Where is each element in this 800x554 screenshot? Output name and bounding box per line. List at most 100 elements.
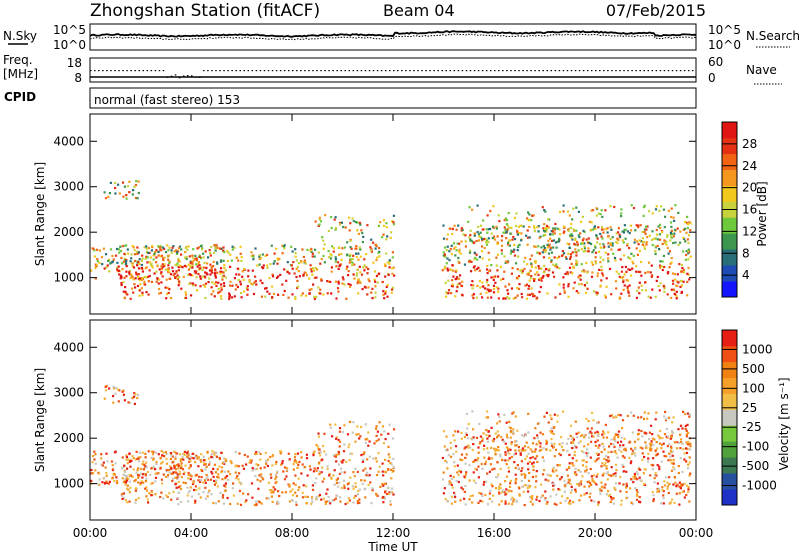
heatmap-cell xyxy=(473,251,476,254)
heatmap-cell xyxy=(577,441,580,444)
heatmap-cell xyxy=(172,490,175,493)
heatmap-cell xyxy=(308,277,311,280)
heatmap-cell xyxy=(687,258,690,261)
heatmap-cell xyxy=(513,254,517,257)
heatmap-cell xyxy=(656,482,659,485)
heatmap-cell xyxy=(569,271,572,274)
heatmap-cell xyxy=(311,484,314,487)
heatmap-cell xyxy=(270,244,273,247)
heatmap-cell xyxy=(294,252,297,255)
heatmap-cell xyxy=(455,277,458,281)
heatmap-cell xyxy=(383,297,386,300)
heatmap-cell xyxy=(348,216,351,219)
heatmap-cell xyxy=(205,477,208,480)
heatmap-cell xyxy=(516,229,519,232)
heatmap-cell xyxy=(227,478,230,481)
heatmap-cell xyxy=(505,446,508,449)
heatmap-cell xyxy=(295,501,298,504)
nave-point xyxy=(106,70,108,72)
velocity-colorbar-swatch xyxy=(722,425,737,442)
heatmap-cell xyxy=(585,281,588,284)
nave-point xyxy=(304,70,306,72)
heatmap-cell xyxy=(663,415,666,418)
heatmap-cell xyxy=(312,470,315,473)
heatmap-cell xyxy=(663,239,666,242)
heatmap-cell xyxy=(498,220,501,223)
heatmap-cell xyxy=(665,455,668,458)
heatmap-cell xyxy=(636,240,639,243)
heatmap-cell xyxy=(574,467,577,470)
heatmap-cell xyxy=(333,218,336,221)
heatmap-cell xyxy=(474,269,477,272)
heatmap-cell xyxy=(582,451,585,454)
heatmap-cell xyxy=(452,269,455,272)
heatmap-cell xyxy=(543,469,546,472)
heatmap-cell xyxy=(198,475,201,478)
heatmap-cell xyxy=(122,281,125,284)
heatmap-cell xyxy=(246,293,249,296)
heatmap-cell xyxy=(248,281,251,284)
heatmap-cell xyxy=(468,206,471,209)
heatmap-cell xyxy=(364,441,367,444)
heatmap-cell xyxy=(171,246,174,249)
heatmap-cell xyxy=(470,260,473,263)
heatmap-cell xyxy=(173,464,176,467)
heatmap-cell xyxy=(310,247,313,250)
heatmap-cell xyxy=(519,453,522,456)
heatmap-cell xyxy=(550,444,554,447)
heatmap-cell xyxy=(688,500,691,503)
heatmap-cell xyxy=(508,226,511,229)
heatmap-cell xyxy=(507,241,510,244)
heatmap-cell xyxy=(524,284,527,287)
heatmap-cell xyxy=(651,288,654,291)
heatmap-cell xyxy=(111,254,114,258)
heatmap-cell xyxy=(583,434,586,437)
heatmap-cell xyxy=(246,288,249,291)
heatmap-cell xyxy=(135,252,138,255)
heatmap-cell xyxy=(150,467,153,470)
heatmap-cell xyxy=(139,483,142,486)
heatmap-cell xyxy=(563,230,566,233)
heatmap-cell xyxy=(384,275,387,278)
heatmap-cell xyxy=(335,494,339,497)
heatmap-cell xyxy=(264,254,267,258)
nave-point xyxy=(344,70,347,72)
heatmap-cell xyxy=(546,292,549,295)
heatmap-cell xyxy=(265,497,268,500)
heatmap-cell xyxy=(286,467,289,470)
heatmap-cell xyxy=(667,416,671,419)
heatmap-cell xyxy=(90,269,93,272)
heatmap-cell xyxy=(613,445,616,449)
heatmap-cell xyxy=(544,234,547,237)
heatmap-cell xyxy=(684,460,688,463)
date-label: 07/Feb/2015 xyxy=(606,1,706,20)
heatmap-cell xyxy=(528,279,531,282)
heatmap-cell xyxy=(593,244,597,247)
heatmap-cell xyxy=(382,484,385,487)
heatmap-cell xyxy=(497,275,500,278)
heatmap-cell xyxy=(214,276,217,279)
heatmap-cell xyxy=(375,434,378,437)
heatmap-cell xyxy=(570,488,574,492)
heatmap-cell xyxy=(199,480,202,483)
heatmap-cell xyxy=(659,227,662,230)
heatmap-cell xyxy=(487,237,490,240)
heatmap-cell xyxy=(476,204,479,207)
heatmap-cell xyxy=(637,243,640,246)
heatmap-cell xyxy=(133,253,137,256)
heatmap-cell xyxy=(251,496,254,499)
heatmap-cell xyxy=(98,478,101,481)
heatmap-cell xyxy=(596,439,599,442)
heatmap-cell xyxy=(264,287,267,290)
heatmap-cell xyxy=(666,272,669,275)
heatmap-cell xyxy=(175,486,178,489)
heatmap-cell xyxy=(479,224,483,227)
heatmap-cell xyxy=(244,501,247,504)
heatmap-cell xyxy=(673,228,677,231)
heatmap-cell xyxy=(388,262,391,265)
heatmap-cell xyxy=(669,455,672,458)
heatmap-cell xyxy=(662,497,665,500)
heatmap-cell xyxy=(629,257,632,260)
heatmap-cell xyxy=(217,246,220,250)
heatmap-cell xyxy=(335,297,338,300)
